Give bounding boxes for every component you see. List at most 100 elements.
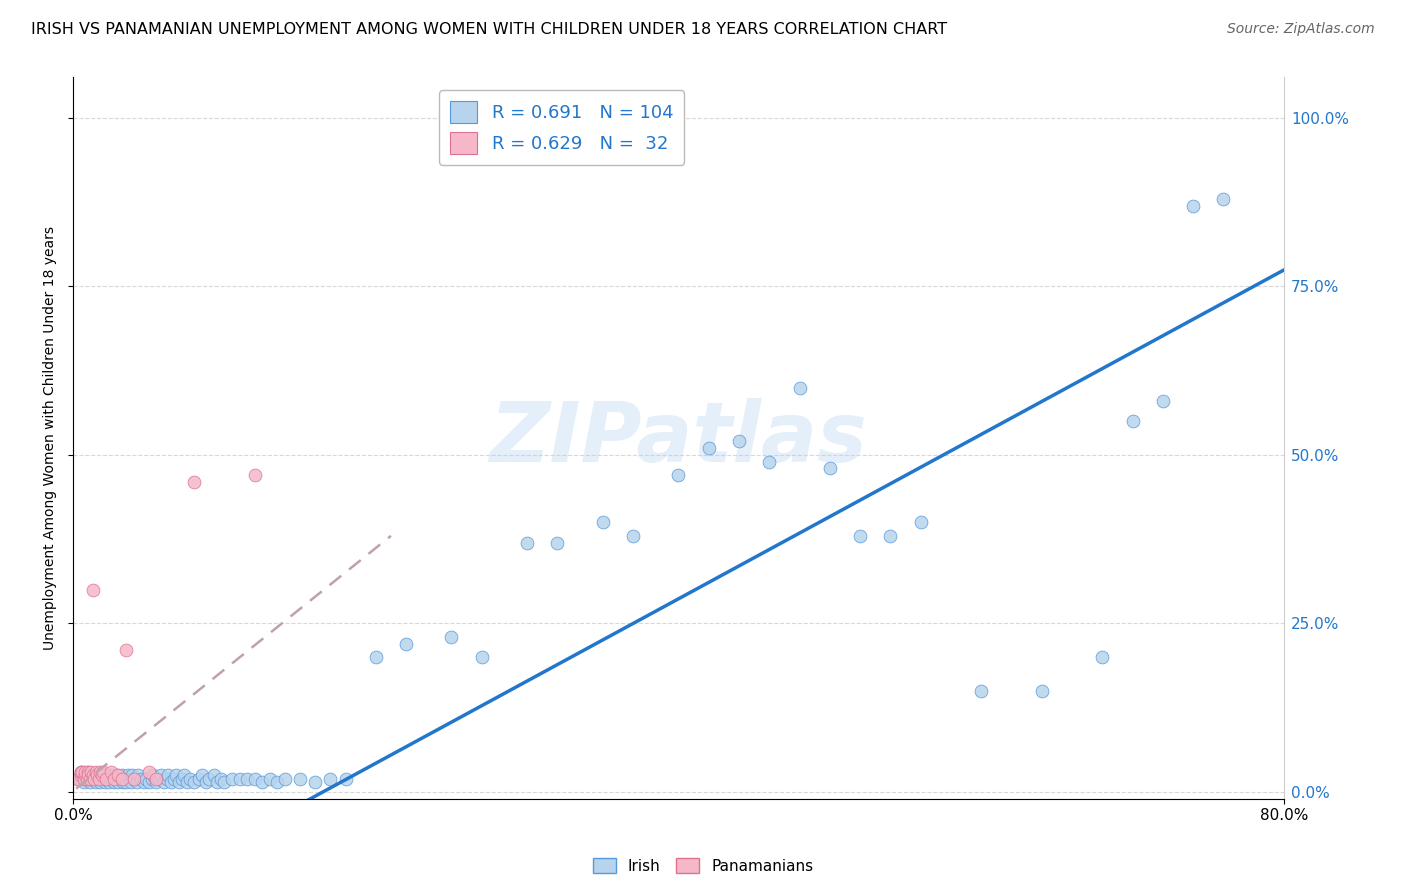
Point — [122, 772, 145, 786]
Point — [335, 772, 357, 786]
Point — [789, 380, 811, 394]
Point — [668, 468, 690, 483]
Point — [107, 768, 129, 782]
Point — [69, 764, 91, 779]
Point — [163, 772, 186, 786]
Point — [145, 775, 167, 789]
Point — [190, 768, 212, 782]
Point — [110, 768, 132, 782]
Point — [228, 772, 250, 786]
Point — [77, 764, 100, 779]
Point — [118, 772, 141, 786]
Point — [849, 529, 872, 543]
Point — [221, 772, 243, 786]
Point — [266, 775, 288, 789]
Point — [82, 768, 104, 782]
Point — [546, 535, 568, 549]
Point — [84, 775, 107, 789]
Point — [134, 775, 156, 789]
Point — [1212, 192, 1234, 206]
Point — [103, 772, 125, 786]
Text: Source: ZipAtlas.com: Source: ZipAtlas.com — [1227, 22, 1375, 37]
Point — [107, 775, 129, 789]
Point — [1182, 198, 1205, 212]
Point — [167, 775, 190, 789]
Point — [93, 772, 115, 786]
Point — [145, 772, 167, 786]
Point — [121, 768, 143, 782]
Point — [69, 768, 91, 782]
Point — [1091, 650, 1114, 665]
Point — [138, 764, 160, 779]
Point — [697, 441, 720, 455]
Point — [173, 768, 195, 782]
Point — [319, 772, 342, 786]
Point — [66, 772, 89, 786]
Point — [157, 768, 180, 782]
Point — [592, 516, 614, 530]
Point — [142, 768, 165, 782]
Point — [129, 772, 152, 786]
Point — [236, 772, 259, 786]
Point — [364, 650, 387, 665]
Point — [160, 775, 183, 789]
Point — [101, 768, 124, 782]
Point — [115, 775, 138, 789]
Point — [79, 772, 101, 786]
Point — [243, 772, 266, 786]
Point — [910, 516, 932, 530]
Text: IRISH VS PANAMANIAN UNEMPLOYMENT AMONG WOMEN WITH CHILDREN UNDER 18 YEARS CORREL: IRISH VS PANAMANIAN UNEMPLOYMENT AMONG W… — [31, 22, 948, 37]
Point — [274, 772, 297, 786]
Point — [304, 775, 326, 789]
Point — [94, 775, 117, 789]
Point — [243, 468, 266, 483]
Point — [79, 775, 101, 789]
Point — [89, 775, 111, 789]
Point — [83, 772, 105, 786]
Point — [127, 768, 149, 782]
Point — [288, 772, 311, 786]
Point — [135, 772, 157, 786]
Point — [103, 775, 125, 789]
Point — [75, 768, 97, 782]
Point — [104, 772, 127, 786]
Point — [252, 775, 274, 789]
Point — [100, 764, 122, 779]
Point — [114, 772, 136, 786]
Point — [122, 772, 145, 786]
Point — [66, 772, 89, 786]
Point — [97, 768, 120, 782]
Point — [83, 772, 105, 786]
Point — [195, 775, 218, 789]
Point — [516, 535, 538, 549]
Point — [156, 772, 179, 786]
Point — [112, 775, 135, 789]
Point — [98, 775, 121, 789]
Point — [86, 768, 108, 782]
Point — [1121, 414, 1143, 428]
Point — [76, 772, 98, 786]
Point — [96, 772, 118, 786]
Point — [395, 637, 418, 651]
Point — [70, 764, 93, 779]
Point — [84, 764, 107, 779]
Point — [93, 764, 115, 779]
Point — [87, 772, 110, 786]
Point — [148, 772, 170, 786]
Point — [621, 529, 644, 543]
Point — [105, 768, 128, 782]
Point — [970, 684, 993, 698]
Point — [879, 529, 901, 543]
Point — [149, 768, 172, 782]
Point — [108, 772, 131, 786]
Point — [77, 764, 100, 779]
Point — [120, 775, 142, 789]
Point — [1152, 394, 1174, 409]
Legend: R = 0.691   N = 104, R = 0.629   N =  32: R = 0.691 N = 104, R = 0.629 N = 32 — [439, 90, 685, 165]
Point — [125, 775, 148, 789]
Point — [138, 775, 160, 789]
Point — [141, 772, 163, 786]
Point — [259, 772, 281, 786]
Point — [87, 772, 110, 786]
Y-axis label: Unemployment Among Women with Children Under 18 years: Unemployment Among Women with Children U… — [44, 226, 58, 650]
